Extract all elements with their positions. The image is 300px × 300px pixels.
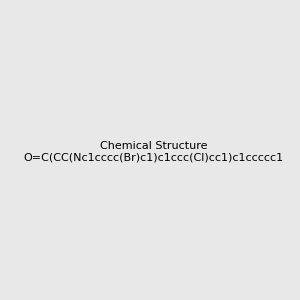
Text: Chemical Structure
O=C(CC(Nc1cccc(Br)c1)c1ccc(Cl)cc1)c1ccccc1: Chemical Structure O=C(CC(Nc1cccc(Br)c1)…: [24, 141, 284, 162]
